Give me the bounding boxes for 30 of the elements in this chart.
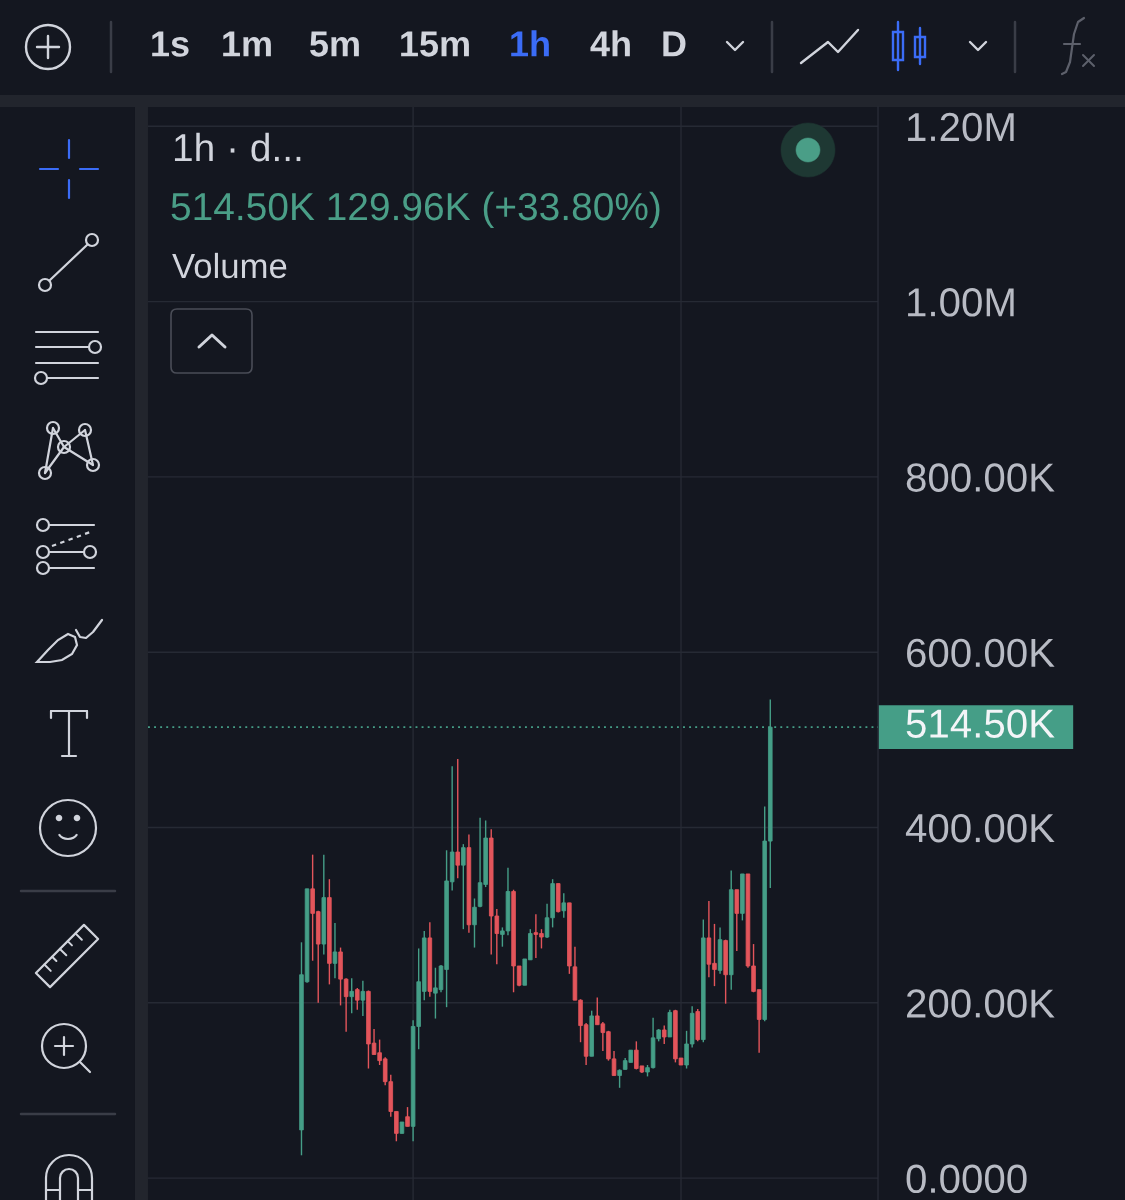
text: 1h (511, 30, 549, 57)
y-tick-label: 400.00K (905, 813, 1055, 843)
candlestick (405, 1106, 410, 1128)
y-tick-label: 1.00M (908, 288, 1014, 317)
text: 1h · d... (174, 132, 301, 162)
text: D (663, 31, 686, 57)
text: 514.50K 129.96K (+33.80%) (171, 191, 660, 229)
y-tick-label: 1.20M (908, 112, 1014, 142)
text: 1s (152, 31, 189, 57)
candlestick (349, 977, 354, 1014)
y-tick-label: 200.00K (907, 989, 1055, 1018)
text: 4h (590, 30, 630, 57)
text: 5m (310, 31, 359, 57)
candlestick (734, 889, 740, 952)
candlestick (561, 892, 567, 919)
text: 15m (401, 31, 469, 57)
y-tick-label: 600.00K (907, 638, 1055, 668)
text: 1m (223, 31, 271, 57)
candlestick (461, 843, 466, 930)
y-tick-label: 800.00K (906, 463, 1055, 492)
y-tick-label: 0.0000 (906, 1164, 1027, 1194)
candlestick (661, 1024, 667, 1045)
candlestick (617, 1068, 622, 1089)
candlestick (360, 980, 366, 1017)
text: Volume (172, 252, 287, 279)
candlestick (355, 987, 360, 1011)
candlestick (472, 897, 477, 949)
candlestick (332, 922, 338, 979)
ref-line-label: 514.50K (906, 709, 1055, 738)
candlestick (455, 758, 461, 880)
